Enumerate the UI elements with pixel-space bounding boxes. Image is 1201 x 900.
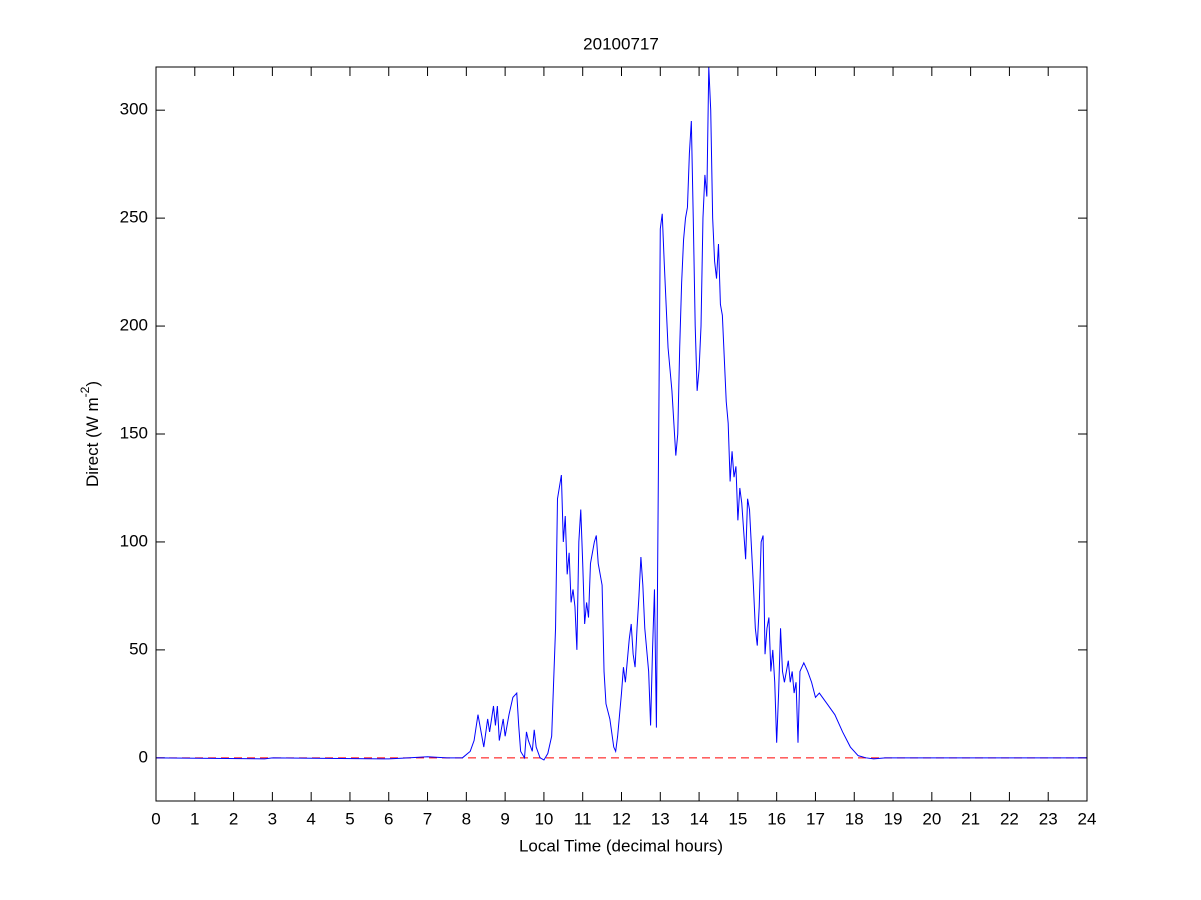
x-tick-label: 17 bbox=[806, 809, 825, 828]
x-tick-label: 22 bbox=[1000, 809, 1019, 828]
x-tick-label: 5 bbox=[345, 809, 354, 828]
x-tick-label: 2 bbox=[229, 809, 238, 828]
x-tick-label: 3 bbox=[268, 809, 277, 828]
x-tick-label: 0 bbox=[151, 809, 160, 828]
x-tick-label: 20 bbox=[922, 809, 941, 828]
y-tick-label: 100 bbox=[120, 531, 148, 550]
x-tick-label: 11 bbox=[574, 809, 592, 828]
x-tick-label: 24 bbox=[1078, 809, 1097, 828]
x-tick-label: 12 bbox=[612, 809, 631, 828]
y-tick-label: 0 bbox=[139, 747, 148, 766]
y-tick-label: 50 bbox=[129, 639, 148, 658]
y-tick-label: 200 bbox=[120, 316, 148, 335]
x-tick-label: 15 bbox=[728, 809, 747, 828]
y-tick-label: 250 bbox=[120, 208, 148, 227]
x-tick-label: 23 bbox=[1039, 809, 1058, 828]
x-tick-label: 18 bbox=[845, 809, 864, 828]
x-tick-label: 7 bbox=[423, 809, 432, 828]
x-tick-label: 8 bbox=[462, 809, 471, 828]
y-label-text: Direct (W m bbox=[83, 397, 102, 487]
y-tick-label: 300 bbox=[120, 100, 148, 119]
x-tick-label: 16 bbox=[767, 809, 786, 828]
y-label-superscript: -2 bbox=[78, 386, 92, 397]
x-tick-label: 1 bbox=[190, 809, 199, 828]
data-line bbox=[155, 66, 1087, 761]
plot-frame bbox=[155, 66, 1088, 802]
x-axis-label: Local Time (decimal hours) bbox=[519, 836, 723, 855]
y-tick-label: 150 bbox=[120, 423, 148, 442]
y-label-suffix: ) bbox=[83, 381, 102, 387]
x-tick-label: 21 bbox=[961, 809, 980, 828]
x-tick-label: 6 bbox=[384, 809, 393, 828]
x-tick-label: 13 bbox=[651, 809, 670, 828]
x-tick-label: 10 bbox=[534, 809, 553, 828]
x-tick-label: 19 bbox=[884, 809, 903, 828]
x-tick-label: 9 bbox=[500, 809, 509, 828]
chart-title: 20100717 bbox=[583, 34, 659, 53]
x-tick-label: 4 bbox=[306, 809, 315, 828]
x-tick-label: 14 bbox=[690, 809, 709, 828]
y-axis-label: Direct (W m-2) bbox=[78, 381, 102, 487]
